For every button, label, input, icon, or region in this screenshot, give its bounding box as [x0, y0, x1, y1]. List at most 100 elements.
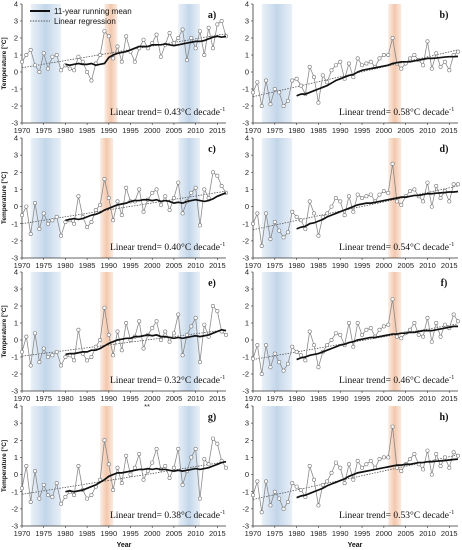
- x-tick-label: 1980: [57, 261, 74, 270]
- y-tick-label: -1: [11, 85, 18, 94]
- temperature-point: [425, 448, 430, 453]
- temperature-point: [277, 360, 282, 365]
- x-tick-label: 1975: [35, 394, 52, 403]
- temperature-point: [19, 213, 24, 218]
- y-tick-label: 3: [14, 419, 18, 428]
- temperature-point: [255, 211, 260, 216]
- panel-g: -3 -2 -1 0 1 2 3 4 1970 1975 1980 1985 1990 1995 2000 2…: [0, 402, 229, 538]
- linear-regression-line: [21, 190, 227, 225]
- temperature-point: [150, 326, 155, 331]
- temperature-point: [421, 467, 426, 472]
- temperature-point: [132, 59, 137, 64]
- cool-period-band: [261, 4, 293, 123]
- temperature-point: [41, 51, 46, 56]
- y-tick-label: 0: [245, 470, 249, 479]
- temperature-point: [390, 424, 395, 429]
- x-tick-label: 2015: [441, 394, 458, 403]
- y-tick-label: -1: [242, 353, 249, 362]
- panel-d: -3 -2 -1 0 1 2 3 4 1970 1975 1980 1985 1990 1995 2000 2…: [242, 134, 460, 270]
- temperature-point: [421, 334, 426, 339]
- x-tick-label: 1995: [122, 529, 139, 538]
- temperature-point: [163, 463, 168, 468]
- temperature-point: [277, 228, 282, 233]
- temperature-point: [33, 63, 38, 68]
- temperature-point: [386, 322, 391, 327]
- temperature-point: [303, 226, 308, 231]
- temperature-point: [259, 104, 264, 109]
- temperature-point: [351, 209, 356, 214]
- temperature-point: [408, 189, 413, 194]
- temperature-point: [150, 460, 155, 465]
- trend-value: 0.54: [393, 243, 410, 253]
- temperature-point: [98, 52, 103, 57]
- temperature-point: [111, 56, 116, 61]
- temperature-point: [368, 458, 373, 463]
- x-tick-label: 1970: [245, 394, 262, 403]
- temperature-point: [76, 327, 81, 332]
- temperature-point: [72, 358, 77, 363]
- panel-label: h): [440, 412, 449, 423]
- temperature-point: [268, 365, 273, 370]
- temperature-point: [46, 221, 51, 226]
- temperature-point: [106, 196, 111, 201]
- temperature-point: [394, 465, 399, 470]
- temperature-point: [145, 469, 150, 474]
- y-tick-label: -2: [11, 236, 18, 245]
- y-tick-label: 3: [14, 17, 18, 26]
- temperature-point: [399, 469, 404, 474]
- y-tick-label: 4: [245, 402, 249, 411]
- temperature-point: [377, 192, 382, 197]
- y-tick-label: 4: [245, 268, 249, 277]
- x-tick-label: 1995: [122, 126, 139, 135]
- trend-exponent: -1: [449, 509, 454, 516]
- temperature-point: [141, 209, 146, 214]
- temperature-point: [425, 315, 430, 320]
- temperature-point: [281, 368, 286, 373]
- temperature-point: [193, 185, 198, 190]
- x-tick-label: 2000: [376, 126, 393, 135]
- x-tick-label: 1970: [245, 261, 262, 270]
- temperature-point: [442, 455, 447, 460]
- x-tick-label: 2010: [419, 394, 436, 403]
- temperature-point: [24, 463, 29, 468]
- temperature-point: [364, 462, 369, 467]
- x-tick-label: 2010: [187, 126, 204, 135]
- y-tick-label: 0: [245, 336, 249, 345]
- x-tick-label: 1985: [79, 126, 96, 135]
- temperature-point: [50, 218, 55, 223]
- temperature-point: [167, 475, 172, 480]
- temperature-point: [210, 436, 215, 441]
- stray-mark: **: [144, 402, 150, 411]
- temperature-point: [167, 339, 172, 344]
- x-tick-label: 1970: [14, 529, 31, 538]
- x-tick-label: 1970: [245, 529, 262, 538]
- temperature-point: [85, 70, 90, 75]
- running-mean-line: [296, 458, 459, 499]
- temperature-point: [137, 451, 142, 456]
- temperature-point: [329, 470, 334, 475]
- temperature-point: [206, 462, 211, 467]
- y-tick-label: 2: [14, 168, 18, 177]
- y-tick-label: 0: [14, 68, 18, 77]
- temperature-point: [189, 455, 194, 460]
- temperature-point: [346, 462, 351, 467]
- y-tick-label: 1: [245, 51, 249, 60]
- temperature-point: [59, 233, 64, 238]
- temperature-point: [364, 61, 369, 66]
- temperature-point: [355, 320, 360, 325]
- warm-period-band: [100, 272, 114, 391]
- temperature-point: [184, 332, 189, 337]
- y-tick-label: 2: [14, 34, 18, 43]
- temperature-point: [189, 324, 194, 329]
- y-tick-label: -2: [11, 504, 18, 513]
- temperature-point: [272, 489, 277, 494]
- temperature-point: [281, 104, 286, 109]
- x-tick-label: 1975: [35, 261, 52, 270]
- temperature-point: [63, 220, 68, 225]
- temperature-point: [325, 343, 330, 348]
- y-tick-label: 0: [245, 68, 249, 77]
- temperature-point: [80, 59, 85, 64]
- x-tick-label: 2005: [397, 126, 414, 135]
- temperature-point: [429, 339, 434, 344]
- x-tick-label: 2000: [376, 529, 393, 538]
